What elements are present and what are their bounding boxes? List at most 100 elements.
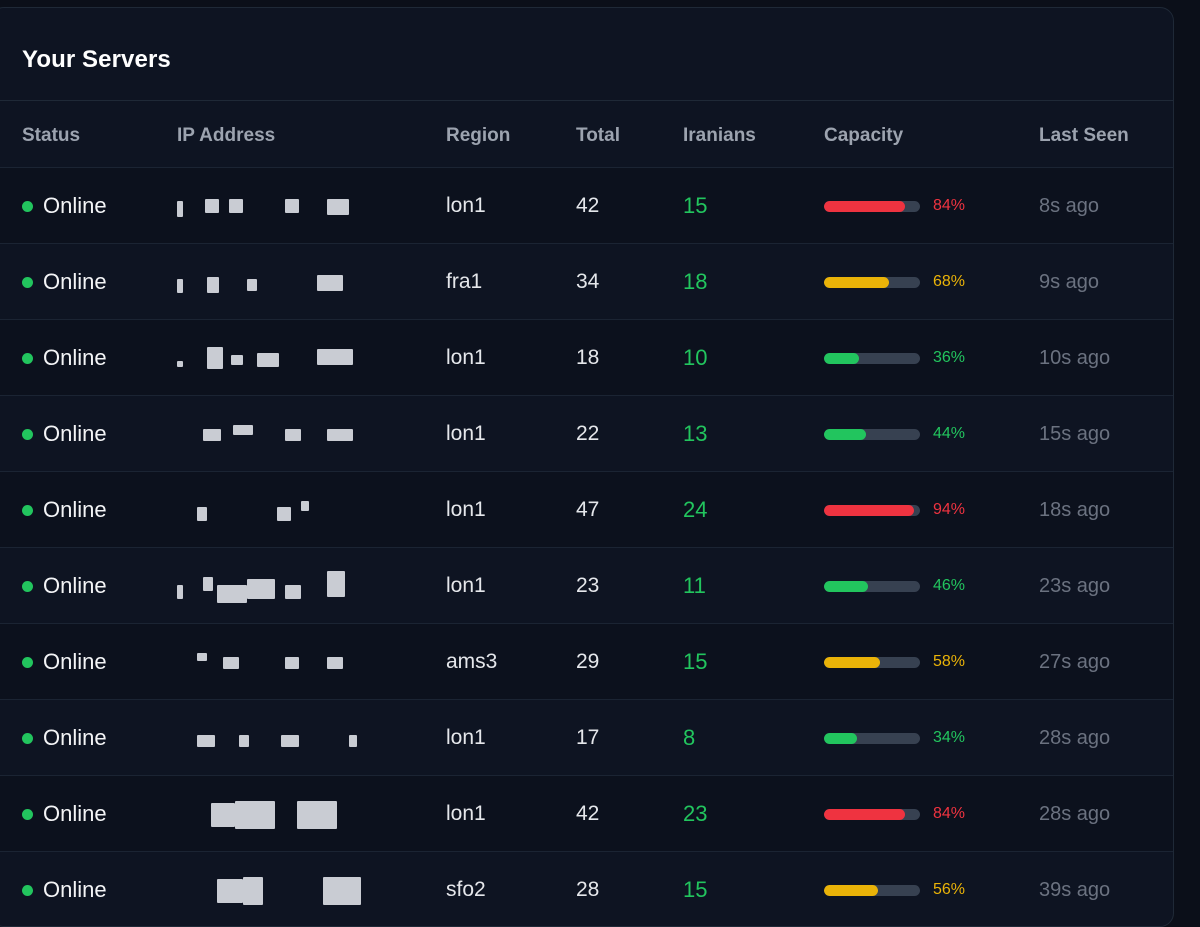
column-header-region[interactable]: Region	[446, 125, 511, 146]
iranians-cell: 24	[683, 497, 708, 522]
redaction-block	[177, 201, 183, 217]
capacity-cell: 58%	[824, 624, 965, 700]
column-header-last-seen[interactable]: Last Seen	[1039, 125, 1129, 146]
redaction-block	[229, 199, 243, 213]
capacity-bar-fill	[824, 352, 859, 364]
last-seen-cell: 23s ago	[1039, 574, 1111, 597]
last-seen-cell: 8s ago	[1039, 194, 1100, 217]
table-row[interactable]: Online lon1 18 10 36% 10s ago	[0, 319, 1173, 396]
status-cell: Online	[22, 776, 107, 852]
ip-address-cell	[177, 852, 377, 926]
redaction-block	[243, 877, 263, 905]
redaction-block	[207, 277, 219, 293]
ip-address-cell	[177, 168, 377, 244]
redaction-block	[217, 585, 247, 603]
redaction-block	[223, 657, 239, 669]
status-label: Online	[43, 725, 107, 750]
redaction-block	[285, 429, 301, 441]
total-cell: 18	[576, 346, 600, 369]
redaction-block	[277, 507, 291, 521]
capacity-percent: 56%	[933, 881, 966, 898]
capacity-bar-track	[824, 732, 920, 744]
redaction-block	[233, 425, 253, 435]
ip-address-cell	[177, 548, 377, 624]
redaction-block	[281, 735, 299, 747]
redaction-block	[285, 585, 301, 599]
table-row[interactable]: Online sfo2 28 15 56% 39s ago	[0, 851, 1173, 926]
iranians-cell: 18	[683, 269, 708, 294]
redaction-block	[247, 279, 257, 291]
redaction-block	[207, 347, 223, 369]
online-status-dot-icon	[22, 352, 33, 364]
total-cell: 22	[576, 422, 600, 445]
column-header-iranians[interactable]: Iranians	[683, 125, 756, 146]
total-cell: 29	[576, 650, 600, 673]
redacted-ip-address	[177, 343, 367, 373]
redaction-block	[349, 735, 357, 747]
last-seen-cell: 15s ago	[1039, 422, 1111, 445]
column-header-status[interactable]: Status	[22, 125, 81, 146]
iranians-cell: 8	[683, 725, 696, 750]
capacity-percent: 94%	[933, 501, 966, 518]
redaction-block	[177, 585, 183, 599]
ip-address-cell	[177, 700, 377, 776]
capacity-cell: 84%	[824, 168, 965, 244]
table-row[interactable]: Online lon1 42 23 84% 28s ago	[0, 775, 1173, 852]
table-row[interactable]: Online lon1 47 24 94% 18s ago	[0, 471, 1173, 548]
total-cell: 34	[576, 270, 600, 293]
redacted-ip-address	[177, 875, 367, 905]
redacted-ip-address	[177, 267, 367, 297]
iranians-cell: 15	[683, 649, 708, 674]
column-header-capacity[interactable]: Capacity	[824, 125, 904, 146]
region-cell: lon1	[446, 574, 486, 597]
iranians-cell: 15	[683, 877, 708, 902]
redaction-block	[247, 579, 275, 599]
last-seen-cell: 18s ago	[1039, 498, 1111, 521]
table-header: Status IP Address Region Total Iranians …	[0, 101, 1173, 167]
online-status-dot-icon	[22, 504, 33, 516]
iranians-cell: 15	[683, 193, 708, 218]
redaction-block	[301, 501, 309, 511]
online-status-dot-icon	[22, 808, 33, 820]
redaction-block	[203, 577, 213, 591]
region-cell: fra1	[446, 270, 483, 293]
column-header-ip-address[interactable]: IP Address	[177, 125, 276, 146]
header-divider	[0, 100, 1173, 101]
capacity-bar-track	[824, 808, 920, 820]
capacity-percent: 34%	[933, 729, 966, 746]
redaction-block	[285, 657, 299, 669]
capacity-percent: 68%	[933, 273, 966, 290]
capacity-cell: 36%	[824, 320, 965, 396]
table-row[interactable]: Online fra1 34 18 68% 9s ago	[0, 243, 1173, 320]
online-status-dot-icon	[22, 656, 33, 668]
capacity-bar-fill	[824, 276, 890, 288]
last-seen-cell: 10s ago	[1039, 346, 1111, 369]
region-cell: lon1	[446, 726, 486, 749]
redaction-block	[239, 735, 249, 747]
table-row[interactable]: Online lon1 17 8 34% 28s ago	[0, 699, 1173, 776]
redacted-ip-address	[177, 723, 367, 753]
capacity-percent: 46%	[933, 577, 966, 594]
table-row[interactable]: Online lon1 22 13 44% 15s ago	[0, 395, 1173, 472]
status-cell: Online	[22, 624, 107, 700]
table-row[interactable]: Online ams3 29 15 58% 27s ago	[0, 623, 1173, 700]
ip-address-cell	[177, 244, 377, 320]
column-header-total[interactable]: Total	[576, 125, 620, 146]
table-row[interactable]: Online lon1 23 11 46% 23s ago	[0, 547, 1173, 624]
capacity-bar-fill	[824, 656, 880, 668]
region-cell: lon1	[446, 422, 486, 445]
redaction-block	[177, 361, 183, 367]
redaction-block	[317, 275, 343, 291]
redaction-block	[211, 803, 235, 827]
table-row[interactable]: Online lon1 42 15 84% 8s ago	[0, 167, 1173, 244]
status-cell: Online	[22, 472, 107, 548]
online-status-dot-icon	[22, 276, 33, 288]
total-cell: 28	[576, 878, 600, 901]
ip-address-cell	[177, 624, 377, 700]
status-cell: Online	[22, 244, 107, 320]
redaction-block	[217, 879, 243, 903]
redaction-block	[257, 353, 279, 367]
region-cell: sfo2	[446, 878, 486, 901]
redaction-block	[285, 199, 299, 213]
last-seen-cell: 27s ago	[1039, 650, 1111, 673]
